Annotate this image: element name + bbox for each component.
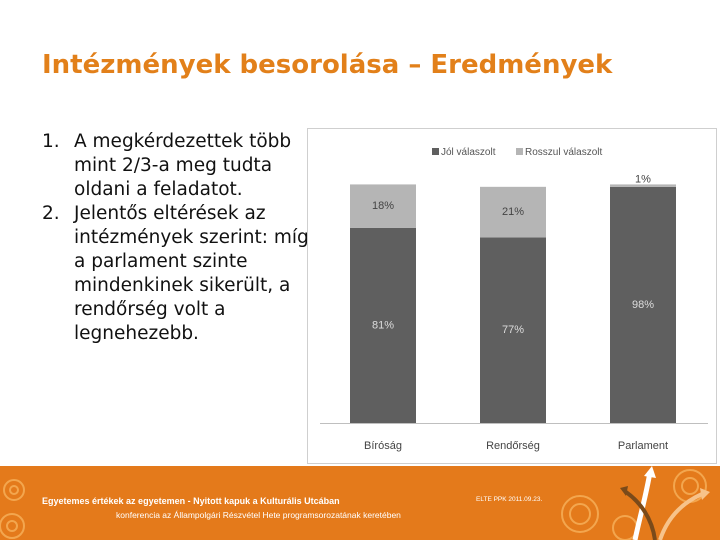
- data-label: 18%: [372, 200, 394, 212]
- bar-segment: [610, 186, 676, 423]
- footer-decoration: [0, 466, 710, 540]
- data-label: 77%: [502, 324, 524, 336]
- bullet-text: Jelentős eltérések az intézmények szerin…: [74, 203, 309, 344]
- legend-swatch: [516, 148, 523, 155]
- bar-segment: [480, 237, 546, 423]
- data-label: 1%: [635, 173, 651, 185]
- bar-segment: [610, 184, 676, 187]
- data-label: 81%: [372, 319, 394, 331]
- data-label: 98%: [632, 299, 654, 311]
- category-label: Rendőrség: [486, 440, 540, 452]
- bullet-item-2: 2. Jelentős eltérések az intézmények sze…: [42, 202, 312, 346]
- footer-banner: Egyetemes értékek az egyetemen - Nyitott…: [0, 466, 720, 540]
- category-label: Bíróság: [364, 440, 402, 452]
- bullet-item-1: 1. A megkérdezettek több mint 2/3-a meg …: [42, 130, 312, 202]
- bar-segment: [480, 186, 546, 238]
- decorative-circles-left: [0, 479, 25, 539]
- bullet-number: 1.: [42, 131, 60, 152]
- legend-swatch: [432, 148, 439, 155]
- data-label: 21%: [502, 206, 524, 218]
- bar-segment: [350, 184, 416, 228]
- stacked-bar-chart: Jól válaszolt Rosszul válaszolt 81% 18% Bíró…: [307, 128, 717, 464]
- legend-label: Jól válaszolt: [441, 147, 496, 158]
- slide-title: Intézmények besorolása – Eredmények: [42, 50, 613, 80]
- footer-subtitle: konferencia az Állampolgári Részvétel He…: [116, 510, 401, 520]
- bar-segment: [350, 227, 416, 423]
- bullet-text: A megkérdezettek több mint 2/3-a meg tud…: [74, 131, 292, 200]
- legend-label: Rosszul válaszolt: [525, 147, 602, 158]
- category-label: Parlament: [618, 440, 668, 452]
- footer-date: ELTE PPK 2011.09.23.: [476, 496, 543, 503]
- arrows-logo-icon: [620, 466, 710, 540]
- chart-canvas: Jól válaszolt Rosszul válaszolt 81% 18% Bíró…: [320, 147, 708, 452]
- footer-title: Egyetemes értékek az egyetemen - Nyitott…: [42, 496, 340, 506]
- bullet-list: 1. A megkérdezettek több mint 2/3-a meg …: [42, 130, 312, 346]
- bullet-number: 2.: [42, 203, 60, 224]
